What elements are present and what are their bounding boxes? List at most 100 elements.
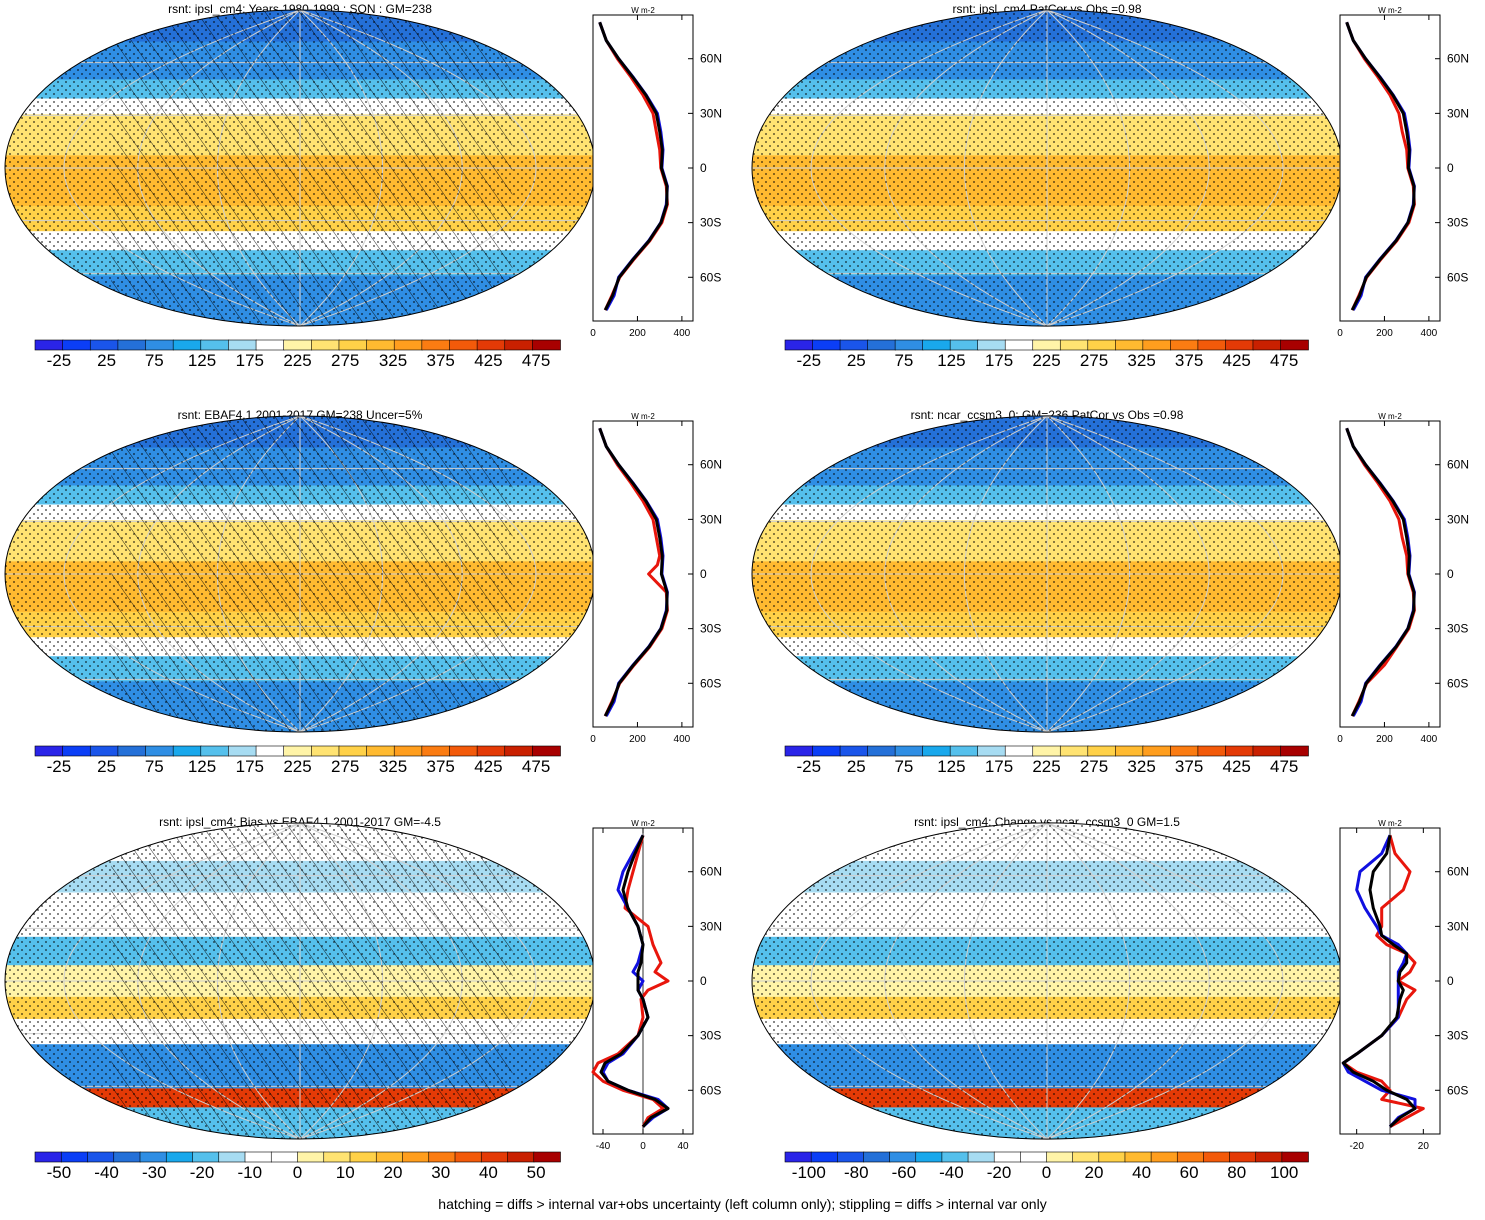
colorbar-cell xyxy=(89,339,119,351)
colorbar-cell xyxy=(393,745,423,757)
lat-label: 30N xyxy=(700,512,722,526)
colorbar-label: 375 xyxy=(427,757,455,776)
colorbar-cell xyxy=(393,339,423,351)
lat-label: 60N xyxy=(700,865,722,879)
colorbar-cell xyxy=(1280,745,1309,757)
x-tick-label: -40 xyxy=(596,1141,611,1152)
lat-label: 30N xyxy=(1447,106,1469,120)
colorbar-cell xyxy=(349,1151,378,1163)
colorbar-cell xyxy=(532,339,561,351)
lat-label: 30S xyxy=(1447,216,1468,230)
colorbar-cell xyxy=(867,745,896,757)
colorbar-cell xyxy=(283,745,313,757)
series-line-ref xyxy=(1345,427,1416,717)
colorbar-label: -40 xyxy=(94,1163,119,1182)
colorbar-label: 175 xyxy=(236,351,264,370)
colorbar-cell xyxy=(1142,339,1172,351)
colorbar-cell xyxy=(839,745,869,757)
colorbar: -25 25 75 125 175 225 275 325 375 425 475 xyxy=(34,745,561,776)
zonal-profile: W m-2 60N 30N 0 30S 60S 0 200 400 xyxy=(590,412,722,745)
colorbar: -25 25 75 125 175 225 275 325 375 425 475 xyxy=(34,339,561,370)
colorbar-cell xyxy=(894,745,924,757)
colorbar-label: 50 xyxy=(527,1163,546,1182)
lat-label: 60S xyxy=(700,270,721,284)
colorbar-cell xyxy=(311,339,340,351)
colorbar-label: 25 xyxy=(847,757,866,776)
colorbar-label: 75 xyxy=(145,757,164,776)
colorbar-cell xyxy=(117,339,147,351)
lat-label: 30S xyxy=(700,622,721,636)
colorbar-cell xyxy=(34,339,64,351)
colorbar-label: 40 xyxy=(479,1163,498,1182)
colorbar-cell xyxy=(311,745,340,757)
colorbar-label: 30 xyxy=(431,1163,450,1182)
colorbar-cell xyxy=(1225,745,1254,757)
colorbar-label: 475 xyxy=(1270,351,1298,370)
x-tick-label: -20 xyxy=(1349,1141,1364,1152)
lat-label: 30N xyxy=(1447,919,1469,933)
colorbar-label: 125 xyxy=(937,351,965,370)
colorbar-cell xyxy=(192,1151,220,1163)
colorbar-cell xyxy=(1004,745,1034,757)
colorbar-label: 0 xyxy=(1042,1163,1051,1182)
profile-unit: W m-2 xyxy=(631,412,655,421)
panel-6: rsnt: ipsl_cm4: Change vs ncar_ccsm3_0 G… xyxy=(751,815,1469,1182)
x-tick-label: 0 xyxy=(590,328,596,339)
lat-label: 0 xyxy=(1447,161,1454,175)
lat-label: 60S xyxy=(700,1083,721,1097)
colorbar-cell xyxy=(1170,745,1199,757)
series-line-ref xyxy=(599,834,670,1128)
colorbar-cell xyxy=(812,339,841,351)
colorbar-label: 20 xyxy=(384,1163,403,1182)
lat-label: 60N xyxy=(700,458,722,472)
colorbar-cell xyxy=(228,745,257,757)
colorbar-label: 175 xyxy=(985,757,1013,776)
colorbar-label: -30 xyxy=(142,1163,167,1182)
colorbar-label: -20 xyxy=(987,1163,1012,1182)
x-tick-label: 400 xyxy=(674,328,691,339)
lat-label: 30S xyxy=(700,1029,721,1043)
colorbar-label: 275 xyxy=(1080,757,1108,776)
colorbar-cell xyxy=(172,339,202,351)
colorbar-cell xyxy=(1170,339,1199,351)
colorbar-label: 25 xyxy=(97,351,116,370)
colorbar-label: -40 xyxy=(939,1163,964,1182)
x-tick-label: 20 xyxy=(1418,1141,1430,1152)
colorbar-cell xyxy=(1115,339,1144,351)
zonal-profile: W m-2 60N 30N 0 30S 60S -40 0 40 xyxy=(591,819,722,1152)
colorbar-cell xyxy=(270,1151,299,1163)
colorbar-label: -60 xyxy=(892,1163,917,1182)
colorbar-cell xyxy=(889,1151,917,1163)
colorbar-cell xyxy=(200,745,230,757)
series-line-obs xyxy=(1341,834,1417,1128)
colorbar-cell xyxy=(283,339,313,351)
x-tick-label: 40 xyxy=(677,1141,689,1152)
colorbar-cell xyxy=(1176,1151,1205,1163)
colorbar-cell xyxy=(1280,339,1309,351)
colorbar-cell xyxy=(1255,1151,1283,1163)
colorbar-cell xyxy=(60,1151,89,1163)
colorbar-label: 75 xyxy=(894,757,913,776)
colorbar-label: 475 xyxy=(522,351,550,370)
colorbar-cell xyxy=(810,1151,839,1163)
hatching xyxy=(111,823,513,1139)
colorbar-cell xyxy=(87,1151,115,1163)
profile-frame xyxy=(592,14,694,322)
profile-frame xyxy=(1339,420,1441,728)
colorbar-cell xyxy=(977,745,1007,757)
colorbar-label: 60 xyxy=(1180,1163,1199,1182)
colorbar: -50 -40 -30 -20 -10 0 10 20 30 40 50 xyxy=(34,1151,561,1182)
lat-label: 0 xyxy=(700,567,707,581)
colorbar-label: 475 xyxy=(1270,757,1298,776)
colorbar-cell xyxy=(255,745,285,757)
colorbar-cell xyxy=(967,1151,995,1163)
colorbar-label: 40 xyxy=(1132,1163,1151,1182)
colorbar-cell xyxy=(1032,745,1062,757)
x-tick-label: 0 xyxy=(1337,734,1343,745)
colorbar-label: 425 xyxy=(1223,351,1251,370)
colorbar-label: 275 xyxy=(331,757,359,776)
colorbar-label: 475 xyxy=(522,757,550,776)
lat-label: 0 xyxy=(700,974,707,988)
colorbar-cell xyxy=(1087,339,1117,351)
x-tick-label: 200 xyxy=(629,328,646,339)
